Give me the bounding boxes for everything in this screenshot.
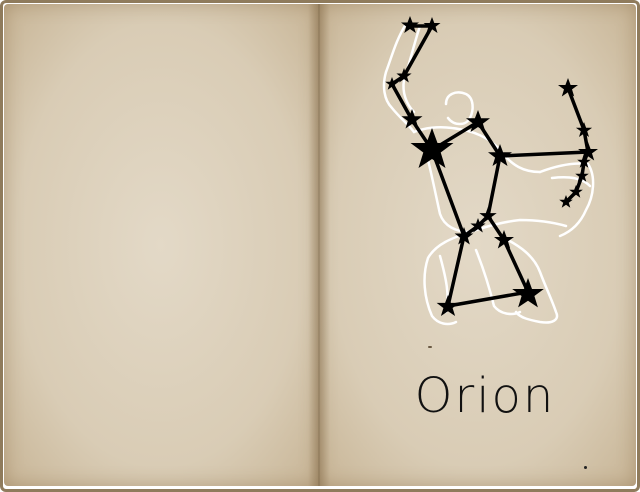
constellation-stars: [385, 16, 598, 316]
constellation-caption: Orion: [414, 368, 556, 424]
star-icon: [488, 144, 512, 166]
star-icon: [494, 230, 514, 249]
star-icon: [512, 278, 544, 308]
star-icon: [479, 207, 497, 224]
star-icon: [454, 227, 474, 245]
paper-mark: [428, 346, 432, 348]
star-icon: [575, 169, 589, 182]
star-icon: [575, 122, 593, 137]
star-icon: [577, 155, 591, 168]
star-icon: [423, 17, 441, 33]
star-icon: [470, 218, 486, 233]
ink-speck: [584, 466, 587, 469]
orion-figure-outline: [382, 22, 595, 326]
star-icon: [385, 77, 399, 90]
star-icon: [466, 110, 490, 132]
star-icon: [396, 68, 412, 83]
star-icon: [401, 109, 423, 129]
star-icon: [410, 128, 454, 168]
star-icon: [436, 295, 460, 316]
book-spine: [308, 4, 330, 486]
star-icon: [559, 195, 573, 208]
star-icon: [569, 185, 583, 198]
right-page: [318, 4, 636, 486]
star-icon: [578, 142, 598, 161]
star-icon: [401, 16, 419, 33]
left-page: [4, 4, 318, 486]
star-icon: [558, 78, 578, 97]
